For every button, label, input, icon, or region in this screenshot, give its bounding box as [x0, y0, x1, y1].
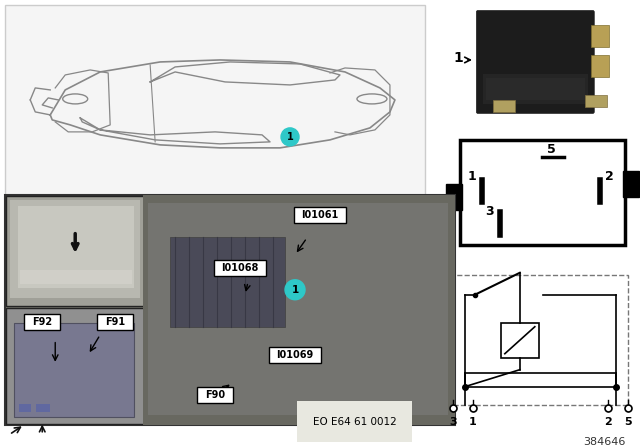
Text: 384646: 384646 — [584, 437, 626, 447]
Bar — [501, 323, 539, 358]
Bar — [148, 203, 448, 415]
Text: 3: 3 — [486, 205, 494, 218]
Bar — [6, 196, 144, 306]
Bar — [591, 55, 609, 77]
Text: 1: 1 — [287, 132, 293, 142]
Bar — [5, 5, 425, 195]
Bar — [446, 184, 462, 210]
Text: 5: 5 — [547, 143, 556, 156]
Ellipse shape — [63, 94, 88, 104]
Bar — [483, 74, 588, 104]
Bar — [170, 237, 285, 327]
Bar — [623, 171, 639, 197]
Circle shape — [285, 280, 305, 300]
Bar — [24, 314, 60, 330]
Text: 1: 1 — [291, 285, 299, 295]
Text: F92: F92 — [32, 317, 52, 327]
Bar — [493, 100, 515, 112]
Bar — [453, 275, 628, 405]
Circle shape — [281, 128, 299, 146]
Bar — [585, 95, 607, 107]
Bar — [5, 195, 455, 425]
Bar — [269, 347, 321, 363]
Bar — [460, 5, 620, 125]
Text: 2: 2 — [605, 170, 614, 183]
Bar — [460, 140, 625, 245]
Bar — [197, 387, 233, 403]
Text: 3: 3 — [449, 417, 457, 426]
Bar — [6, 308, 144, 424]
Bar — [97, 314, 133, 330]
Text: 2: 2 — [604, 417, 612, 426]
Bar — [214, 260, 266, 276]
Bar — [465, 373, 616, 387]
Text: I01068: I01068 — [221, 263, 259, 273]
Text: 1: 1 — [453, 51, 463, 65]
Bar — [143, 195, 455, 425]
Bar — [14, 323, 134, 417]
Ellipse shape — [357, 94, 387, 104]
Text: 1: 1 — [469, 417, 477, 426]
Text: I01069: I01069 — [276, 350, 314, 360]
Text: F91: F91 — [105, 317, 125, 327]
Text: F90: F90 — [205, 390, 225, 400]
Text: EO E64 61 0012: EO E64 61 0012 — [313, 417, 397, 426]
Text: 5: 5 — [624, 417, 632, 426]
Bar — [36, 404, 50, 412]
Bar — [591, 25, 609, 47]
Bar — [294, 207, 346, 223]
Bar — [10, 200, 140, 298]
Bar — [486, 78, 585, 100]
Bar — [19, 206, 134, 288]
Text: I01061: I01061 — [301, 210, 339, 220]
Text: 1: 1 — [467, 170, 476, 183]
FancyBboxPatch shape — [476, 10, 595, 113]
Bar — [20, 270, 132, 284]
Bar — [19, 404, 31, 412]
